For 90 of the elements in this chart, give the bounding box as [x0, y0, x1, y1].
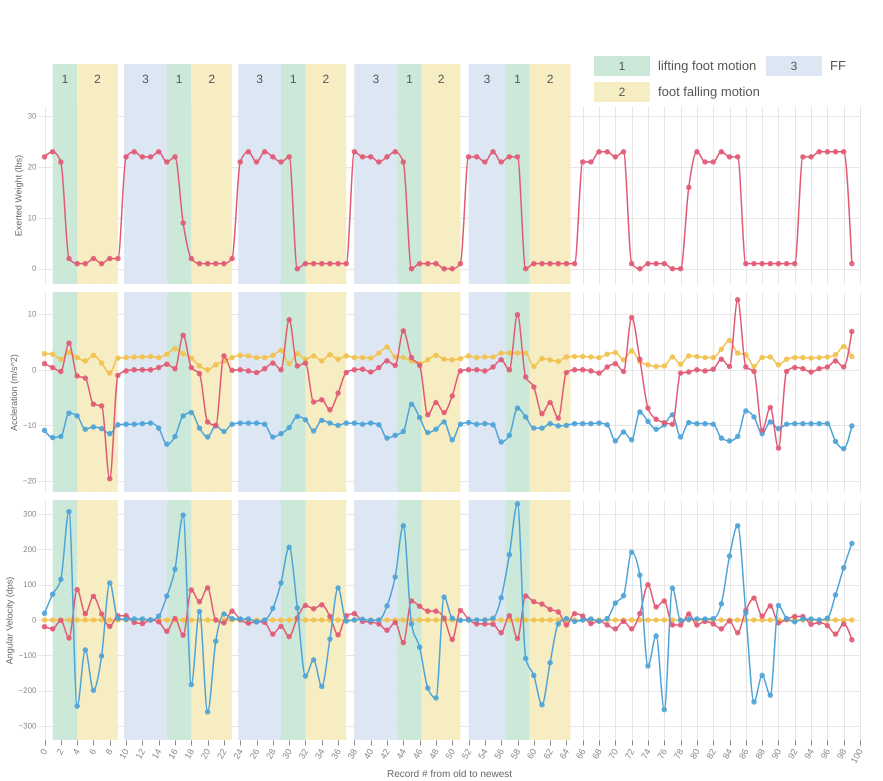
x-tick-label: 96 [818, 747, 832, 761]
y-tick-label: 0 [32, 365, 38, 374]
x-tick-label: 68 [590, 747, 604, 761]
band-label: 3 [484, 72, 491, 86]
band-label: 2 [546, 72, 554, 86]
x-tick-label: 74 [639, 747, 653, 761]
y-axis-title: Angular Velocity (dps) [4, 576, 14, 664]
y-tick-label: 0 [32, 616, 38, 624]
x-tick-label: 88 [753, 747, 767, 761]
band-label: 3 [142, 72, 150, 86]
text: FF [830, 58, 846, 73]
text: 3 [790, 59, 798, 73]
x-tick-label: 66 [574, 747, 588, 761]
x-axis-title: Record # from old to newest [386, 769, 512, 780]
x-tick-label: 90 [770, 747, 784, 761]
y-tick-label: 30 [28, 112, 38, 121]
x-tick-label: 26 [248, 747, 262, 761]
y-tick-label: −300 [18, 721, 38, 730]
x-tick-label: 64 [558, 747, 572, 761]
x-tick-label: 54 [476, 747, 490, 761]
text: lifting foot motion [658, 58, 756, 73]
y-tick-label: 200 [23, 544, 38, 554]
x-tick-label: 14 [150, 747, 164, 761]
x-tick-label: 76 [655, 747, 670, 761]
x-tick-label: 50 [443, 747, 458, 761]
y-tick-label: 100 [23, 580, 38, 590]
x-tick-label: 42 [378, 747, 392, 761]
y-tick-label: −10 [22, 420, 38, 430]
band-label: 1 [406, 72, 414, 86]
x-tick-label: 94 [802, 747, 816, 761]
x-tick-label: 22 [215, 747, 229, 761]
text: 2 [618, 85, 626, 99]
x-tick-label: 56 [492, 747, 506, 761]
x-tick-label: 24 [231, 747, 246, 761]
x-tick-label: 62 [541, 747, 555, 761]
x-tick-label: 46 [410, 747, 424, 761]
band-label: 2 [322, 72, 330, 86]
x-tick-label: 36 [329, 747, 343, 761]
x-tick-label: 80 [688, 747, 702, 761]
x-tick-label: 84 [720, 747, 734, 761]
band-label: 3 [256, 72, 264, 86]
x-tick-label: 92 [786, 747, 800, 761]
x-tick-label: 20 [198, 747, 212, 761]
x-tick-label: 100 [848, 747, 865, 766]
band-label: 2 [438, 72, 445, 86]
text: 1 [618, 59, 626, 73]
x-tick-label: 44 [394, 747, 408, 761]
y-tick-label: −20 [22, 476, 38, 486]
y-tick-label: 10 [28, 213, 38, 222]
x-tick-label: 16 [166, 747, 180, 761]
x-tick-label: 38 [346, 747, 360, 761]
x-tick-label: 18 [182, 747, 196, 761]
x-tick-label: 52 [460, 747, 474, 761]
y-tick-label: 20 [28, 162, 38, 172]
x-tick-label: 12 [134, 747, 148, 761]
y-axis-title: Accleration (m/s^2) [8, 354, 19, 431]
band-label: 1 [514, 72, 522, 86]
x-tick-label: 2 [54, 747, 66, 756]
x-tick-label: 30 [280, 747, 294, 761]
text: foot falling motion [658, 84, 760, 99]
band-label: 1 [176, 72, 183, 86]
band-label: 1 [62, 72, 69, 86]
y-tick-label: −100 [18, 650, 38, 660]
y-tick-label: 10 [28, 310, 38, 319]
x-tick-label: 6 [87, 747, 98, 756]
y-tick-label: 0 [32, 264, 38, 274]
x-tick-label: 58 [508, 747, 522, 761]
x-tick-label: 8 [103, 747, 115, 756]
band-label: 1 [290, 72, 297, 86]
y-tick-label: −200 [18, 686, 38, 696]
band-label: 3 [372, 72, 380, 86]
x-tick-label: 40 [362, 747, 376, 761]
x-tick-label: 82 [704, 747, 718, 761]
x-tick-label: 48 [427, 747, 441, 761]
x-tick-label: 72 [622, 747, 636, 761]
x-tick-label: 10 [117, 747, 131, 761]
x-tick-label: 34 [312, 747, 327, 761]
x-tick-label: 98 [834, 747, 849, 761]
x-tick-label: 60 [524, 747, 539, 761]
band-label: 2 [208, 72, 216, 86]
x-tick-label: 86 [736, 747, 751, 761]
x-tick-label: 78 [672, 747, 686, 761]
band-label: 2 [94, 72, 102, 86]
x-tick-label: 0 [38, 747, 50, 756]
x-tick-label: 70 [606, 747, 620, 761]
x-tick-label: 28 [264, 747, 278, 761]
y-tick-label: 300 [23, 510, 38, 519]
y-axis-title: Exerted Weight (lbs) [14, 154, 24, 236]
x-tick-label: 4 [70, 747, 82, 756]
x-tick-label: 32 [296, 747, 310, 761]
